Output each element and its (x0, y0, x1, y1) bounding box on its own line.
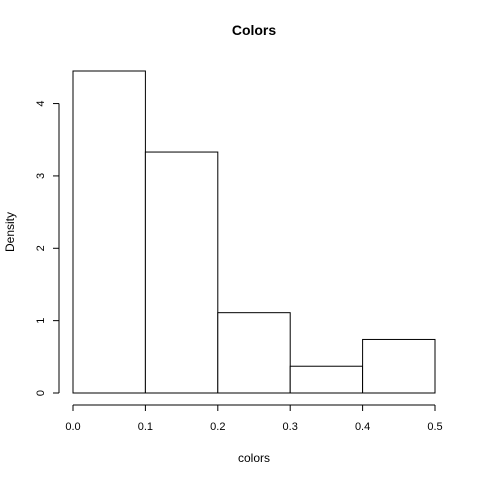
bars-group (72, 70, 436, 394)
x-axis: 0.0 0.1 0.2 0.3 0.4 0.5 (65, 404, 443, 433)
histogram-bar-1 (144, 151, 219, 394)
x-tick-label-2: 0.2 (210, 421, 225, 433)
x-tick-label-0: 0.0 (65, 421, 80, 433)
histogram-bar-0 (72, 70, 146, 394)
x-tick-label-5: 0.5 (427, 421, 442, 433)
x-axis-label: colors (238, 451, 270, 465)
y-tick-label-4: 4 (35, 100, 47, 106)
y-tick-label-1: 1 (35, 318, 47, 324)
chart-title: Colors (232, 22, 277, 38)
histogram-bar-3 (289, 365, 364, 394)
x-tick-label-1: 0.1 (138, 421, 153, 433)
histogram-bar-2 (217, 312, 291, 394)
y-tick-label-3: 3 (35, 173, 47, 179)
x-tick-label-4: 0.4 (355, 421, 370, 433)
y-tick-label-2: 2 (35, 245, 47, 251)
y-axis: 0 1 2 3 4 (35, 100, 60, 396)
y-axis-label: Density (3, 212, 17, 252)
histogram-bar-4 (362, 338, 436, 394)
x-tick-label-3: 0.3 (283, 421, 298, 433)
y-tick-label-0: 0 (35, 390, 47, 396)
